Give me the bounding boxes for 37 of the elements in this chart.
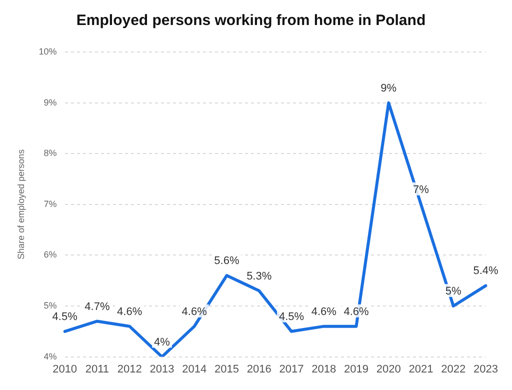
data-label: 5.3% <box>246 270 272 282</box>
y-tick-label: 8% <box>44 148 57 158</box>
data-label: 5.6% <box>214 255 240 268</box>
y-tick-label: 4% <box>44 351 57 362</box>
data-label: 4.7% <box>84 300 110 313</box>
x-tick-label: 2017 <box>279 363 304 376</box>
data-label: 5% <box>445 286 462 298</box>
y-axis-title: Share of employed persons <box>16 148 26 260</box>
x-tick-label: 2016 <box>246 363 272 376</box>
y-tick-label: 9% <box>44 97 57 108</box>
data-label: 4.6% <box>117 306 142 318</box>
x-tick-label: 2015 <box>214 363 239 376</box>
data-label: 5.4% <box>473 265 499 278</box>
x-tick-label: 2023 <box>474 363 498 376</box>
x-tick-label: 2014 <box>182 363 207 376</box>
x-tick-label: 2010 <box>52 363 78 376</box>
x-tick-label: 2021 <box>408 363 434 376</box>
x-tick-label: 2011 <box>85 363 110 376</box>
data-label: 7% <box>413 184 430 196</box>
x-tick-label: 2018 <box>312 363 336 376</box>
y-tick-label: 7% <box>44 198 57 209</box>
data-label: 4.6% <box>311 306 337 318</box>
data-label: 4.5% <box>52 310 78 323</box>
x-tick-label: 2012 <box>117 363 142 376</box>
y-tick-label: 5% <box>44 300 57 310</box>
x-tick-label: 2019 <box>344 363 368 376</box>
data-label: 9% <box>380 82 397 94</box>
x-tick-label: 2020 <box>376 363 401 376</box>
x-tick-label: 2022 <box>441 363 466 376</box>
y-tick-label: 10% <box>38 46 57 56</box>
data-label: 4.5% <box>278 310 304 323</box>
data-label: 4.6% <box>182 306 208 318</box>
x-tick-label: 2013 <box>150 363 174 376</box>
y-tick-label: 6% <box>44 250 57 260</box>
data-label: 4% <box>154 336 170 348</box>
data-label: 4.6% <box>344 306 369 318</box>
chart-title: Employed persons working from home in Poland <box>76 12 426 30</box>
